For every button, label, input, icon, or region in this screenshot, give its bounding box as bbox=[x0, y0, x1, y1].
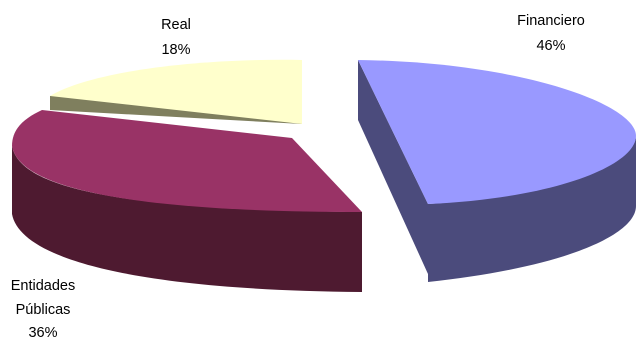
label-real: Real 18% bbox=[161, 17, 191, 58]
label-real-percent: 18% bbox=[161, 42, 190, 58]
label-entidades-publicas: Entidades Públicas 36% bbox=[11, 278, 76, 339]
slice-entidades-side bbox=[12, 146, 362, 292]
slice-entidades-top bbox=[12, 110, 362, 212]
slice-financiero-outer-side bbox=[428, 136, 636, 282]
label-financiero-name: Financiero bbox=[517, 13, 585, 29]
slice-entidades-publicas bbox=[12, 110, 362, 292]
label-entidades-line1: Entidades bbox=[11, 278, 76, 294]
label-real-name: Real bbox=[161, 17, 191, 33]
slice-financiero-top bbox=[358, 60, 636, 204]
slice-financiero-inner-side bbox=[358, 60, 428, 274]
slice-financiero bbox=[358, 60, 636, 282]
label-entidades-percent: 36% bbox=[28, 325, 57, 339]
label-financiero-percent: 46% bbox=[536, 38, 565, 54]
label-financiero: Financiero 46% bbox=[517, 13, 585, 54]
label-entidades-line2: Públicas bbox=[16, 302, 71, 318]
slice-real-top bbox=[50, 59, 302, 125]
slice-real bbox=[50, 59, 302, 125]
